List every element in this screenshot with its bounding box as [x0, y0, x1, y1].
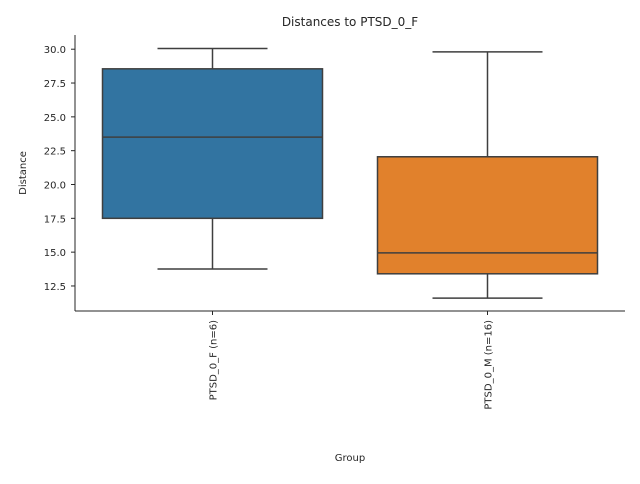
y-tick-label: 12.5	[44, 282, 66, 293]
x-axis-label: Group	[335, 453, 365, 464]
y-tick-label: 20.0	[44, 181, 66, 192]
y-tick-label: 30.0	[44, 45, 66, 56]
box-iqr	[101, 68, 324, 220]
box-1: PTSD_0_M (n=16)	[376, 51, 599, 410]
y-tick-label: 22.5	[44, 147, 66, 158]
x-tick-label: PTSD_0_M (n=16)	[484, 320, 495, 410]
y-tick-label: 17.5	[44, 214, 66, 225]
x-tick-label: PTSD_0_F (n=6)	[209, 320, 220, 400]
box-0: PTSD_0_F (n=6)	[101, 47, 324, 400]
y-tick-label: 15.0	[44, 248, 66, 259]
y-tick-label: 27.5	[44, 79, 66, 90]
chart-title: Distances to PTSD_0_F	[282, 15, 418, 29]
y-axis-label: Distance	[18, 151, 29, 195]
y-tick-label: 25.0	[44, 113, 66, 124]
box-iqr	[376, 156, 599, 275]
